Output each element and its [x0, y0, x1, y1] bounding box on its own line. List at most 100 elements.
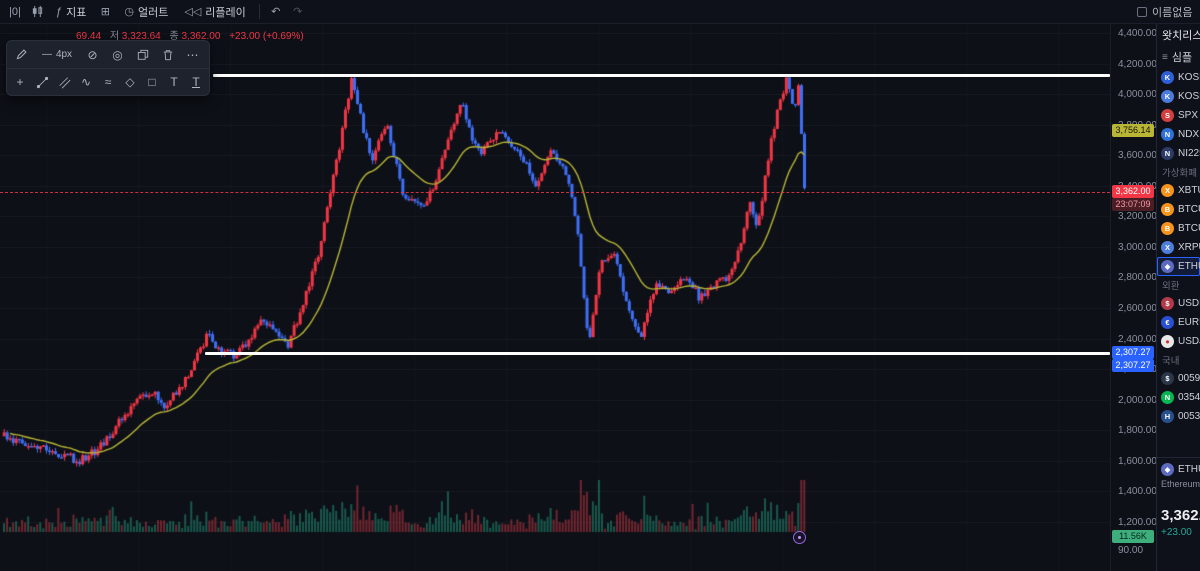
event-marker-icon[interactable] [793, 531, 806, 544]
rectangle-tool-icon[interactable]: □ [141, 71, 163, 94]
price-tick: 1,400.00 [1118, 486, 1157, 498]
price-tick: 2,000.00 [1118, 394, 1157, 406]
redo-button[interactable]: ↷ [293, 6, 303, 18]
price-tick: 90.00 [1118, 545, 1144, 556]
watchlist-item-035420[interactable]: N 035420 [1157, 388, 1200, 407]
watchlist-item-label: USDKRW [1178, 298, 1200, 309]
price-tick: 1,200.00 [1118, 516, 1157, 528]
more-options-icon[interactable]: ⋯ [180, 43, 205, 66]
replay-button[interactable]: ◁◁ 리플레이 [177, 1, 252, 23]
drawn-resistance-line[interactable] [213, 73, 1110, 77]
watchlist-item-kospi[interactable]: K KOSPI [1157, 68, 1200, 87]
price-tick: 2,400.00 [1118, 333, 1157, 345]
toolbar-divider [258, 4, 260, 19]
005930-icon: $ [1161, 372, 1174, 385]
alert-button[interactable]: ◷ 얼러트 [117, 1, 175, 23]
price-tick: 3,000.00 [1118, 241, 1157, 253]
watchlist-item-label: EURUSD [1178, 317, 1200, 328]
interval-label[interactable]: |0| [9, 5, 21, 18]
eth-icon: ◆ [1161, 463, 1174, 476]
wave-tool-icon[interactable]: ∿ [75, 71, 97, 94]
replay-icon: ◁◁ [184, 6, 202, 18]
candlestick-chart-canvas[interactable] [0, 24, 1110, 571]
channel-tool-icon[interactable] [53, 71, 75, 94]
watchlist-section-label[interactable]: 외환 [1162, 281, 1180, 292]
line-width-selector[interactable]: — 4px [34, 43, 80, 66]
alert-clock-icon: ◷ [124, 6, 134, 18]
price-tick: 4,400.00 [1118, 28, 1157, 39]
indicators-icon: ƒ [56, 5, 63, 18]
watchlist-item-usdkrw[interactable]: $ USDKRW [1157, 294, 1200, 313]
watchlist-item-label: BTCUSD [1178, 223, 1200, 234]
usdjpy-icon: ● [1161, 335, 1174, 348]
watchlist-item-label: KOSDAQ [1178, 91, 1200, 102]
watchlist-item-kosdaq[interactable]: K KOSDAQ [1157, 87, 1200, 106]
price-axis[interactable]: 3,756.14 3,362.00 23:07:09 2,307.27 2,30… [1110, 24, 1157, 571]
clone-icon[interactable] [130, 43, 155, 66]
price-tick: 4,200.00 [1118, 58, 1157, 70]
ni225-icon: N [1161, 147, 1174, 160]
btcusd-icon: B [1161, 222, 1174, 235]
watchlist-item-spx[interactable]: S SPX [1157, 106, 1200, 125]
watchlist-section-label[interactable]: 가상화폐 [1162, 168, 1197, 179]
ndx-icon: N [1161, 128, 1174, 141]
watchlist-item-label: NDX [1178, 129, 1200, 140]
watchlist-item-xbtusd[interactable]: X XBTUSD [1157, 181, 1200, 200]
shape-tool-icon[interactable]: ◇ [119, 71, 141, 94]
trendline-tool-icon[interactable] [31, 71, 53, 94]
layout-name[interactable]: 이름없음 [1152, 6, 1193, 19]
detail-name: Ethereum [1161, 479, 1200, 489]
chart-area[interactable]: 69.44 저 3,323.64 종 3,362.00 +23.00 (+0.6… [0, 24, 1110, 571]
undo-button[interactable]: ↶ [271, 6, 281, 18]
watchlist-item-label: XBTUSD [1178, 185, 1200, 196]
watchlist-item-xrpusd[interactable]: X XRPUSD [1157, 238, 1200, 257]
line-style-icon[interactable]: ⊘ [80, 43, 105, 66]
legend-low-label: 저 [109, 31, 120, 42]
ma-price-label: 3,756.14 [1112, 124, 1154, 138]
watchlist-item-ndx[interactable]: N NDX [1157, 125, 1200, 144]
layout-grid-icon[interactable]: ⊞ [100, 6, 110, 18]
text-tool-icon[interactable]: T [163, 71, 185, 94]
pencil-icon[interactable] [9, 43, 34, 66]
symbol-detail-panel[interactable]: ◆ ETHUSD Ethereum 3,362.00 +23.00 [1157, 457, 1200, 571]
legend-close-value: 3,362.00 [181, 31, 221, 42]
price-tick: 2,600.00 [1118, 303, 1157, 315]
detail-change: +23.00 [1161, 527, 1192, 538]
watchlist-item-ethusd[interactable]: ◆ ETHUSD [1157, 257, 1200, 276]
kospi-icon: K [1161, 71, 1174, 84]
anchored-text-tool-icon[interactable]: T [185, 71, 207, 94]
watchlist-item-label: ETHUSD [1178, 261, 1200, 272]
indicators-button[interactable]: ƒ 지표 [49, 1, 93, 23]
watchlist-item-label: 005380 [1178, 411, 1200, 422]
crosshair-tool-icon[interactable]: + [9, 71, 31, 94]
target-icon[interactable]: ◎ [105, 43, 130, 66]
watchlist-item-usdjpy[interactable]: ● USDJPY [1157, 332, 1200, 351]
top-toolbar: |0| ƒ 지표 ⊞ ◷ 얼러트 ◁◁ 리플레이 ↶ ↷ 이름없음 [0, 0, 1200, 24]
alert-label: 얼러트 [137, 6, 169, 19]
layout-save-icon[interactable] [1137, 6, 1147, 17]
line-sample-icon: — [41, 49, 52, 60]
trash-icon[interactable] [155, 43, 180, 66]
watchlist-sidebar: 왓치리스트 ≡ 심플 K KOSPI K KOSDAQ S SPX N NDX N NI225 가상… [1156, 24, 1200, 571]
drawn-support-line[interactable] [205, 351, 1110, 355]
watchlist-item-label: 035420 [1178, 392, 1200, 403]
xrpusd-icon: X [1161, 241, 1174, 254]
chart-type-icon[interactable] [27, 1, 47, 23]
watchlist-title: 왓치리스트 [1162, 30, 1200, 42]
price-tick: 3,200.00 [1118, 211, 1157, 223]
price-tick: 1,800.00 [1118, 425, 1157, 437]
price-tick: 2,800.00 [1118, 272, 1157, 284]
watchlist-selector[interactable]: ≡ 심플 [1157, 46, 1200, 68]
watchlist-item-005930[interactable]: $005930 [1157, 369, 1200, 388]
watchlist-section-label[interactable]: 국내 [1162, 356, 1180, 367]
watchlist-item-btcusd[interactable]: B BTCUSD [1157, 219, 1200, 238]
watchlist-item-label: BTCUSDT [1178, 204, 1200, 215]
watchlist-item-eurusd[interactable]: € EURUSD [1157, 313, 1200, 332]
line-width-label: 4px [55, 49, 73, 60]
brush-tool-icon[interactable]: ≈ [97, 71, 119, 94]
watchlist-item-ni225[interactable]: N NI225 [1157, 144, 1200, 163]
watchlist-item-btcusdt[interactable]: B BTCUSDT [1157, 200, 1200, 219]
watchlist-item-005380[interactable]: H 005380 [1157, 407, 1200, 426]
btcusdt-icon: B [1161, 203, 1174, 216]
detail-symbol: ETHUSD [1178, 464, 1200, 475]
